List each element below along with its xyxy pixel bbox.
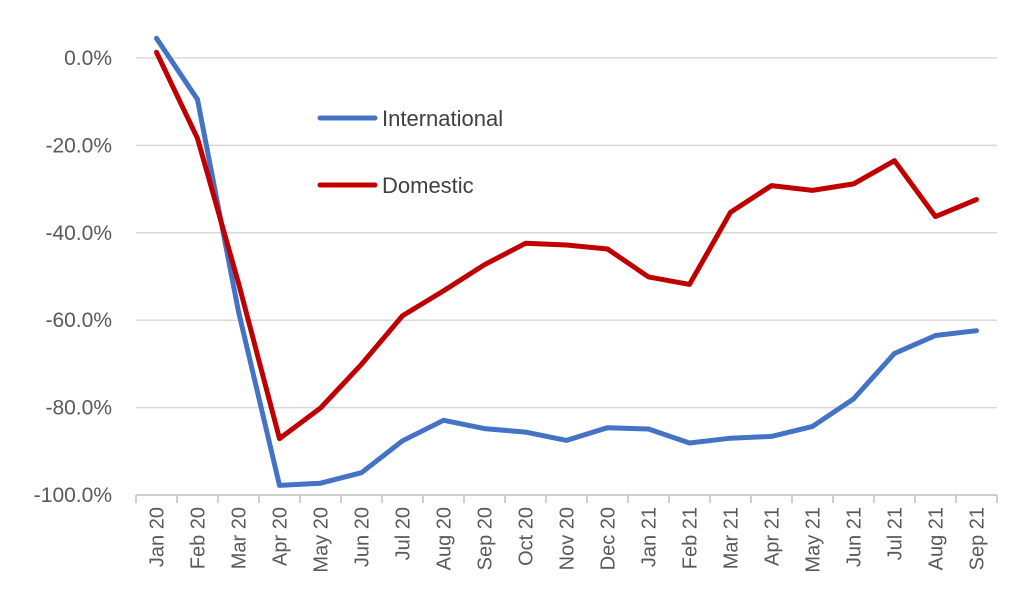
x-tick-label: Mar 21 (721, 507, 743, 569)
x-tick-label: Jun 21 (844, 507, 866, 567)
y-tick-label: -80.0% (45, 397, 112, 420)
x-tick-label: Jan 20 (147, 507, 169, 567)
x-tick-label: Feb 20 (188, 507, 210, 569)
y-tick-label: 0.0% (64, 47, 112, 70)
gridlines (136, 57, 997, 409)
legend: International Domestic (317, 106, 503, 198)
x-tick-label: May 20 (311, 507, 333, 573)
y-axis-ticks: 0.0% -20.0% -40.0% -60.0% -80.0% -100.0% (34, 47, 112, 507)
x-tick-label: Jul 20 (393, 507, 415, 560)
y-tick-label: -40.0% (45, 222, 112, 245)
series-lines (154, 35, 979, 488)
x-tick-label: Nov 20 (557, 507, 579, 570)
y-tick-label: -20.0% (45, 134, 112, 157)
legend-label-international: International (382, 106, 503, 131)
y-tick-label: -100.0% (34, 484, 112, 507)
x-tick-label: Aug 21 (926, 507, 948, 570)
legend-label-domestic: Domestic (382, 173, 474, 198)
y-tick-label: -60.0% (45, 309, 112, 332)
x-tick-label: Apr 21 (762, 507, 784, 566)
x-tick-label: Apr 20 (270, 507, 292, 566)
x-tick-label: Dec 20 (598, 507, 620, 570)
x-tick-label: Mar 20 (229, 507, 251, 569)
x-tick-label: Oct 20 (516, 507, 538, 566)
series-line-domestic (154, 49, 979, 442)
x-tick-label: Sep 20 (475, 507, 497, 570)
x-tick-label: May 21 (803, 507, 825, 573)
x-tick-label: Jan 21 (639, 507, 661, 567)
x-tick-label: Feb 21 (680, 507, 702, 569)
x-tick-label: Sep 21 (967, 507, 989, 570)
x-axis: Jan 20 Feb 20 Mar 20 Apr 20 May 20 Jun 20 Jul … (135, 494, 998, 573)
x-tick-label: Aug 20 (434, 507, 456, 570)
series-line-international (154, 35, 979, 488)
x-tick-label: Jul 21 (885, 507, 907, 560)
x-tick-label: Jun 20 (352, 507, 374, 567)
